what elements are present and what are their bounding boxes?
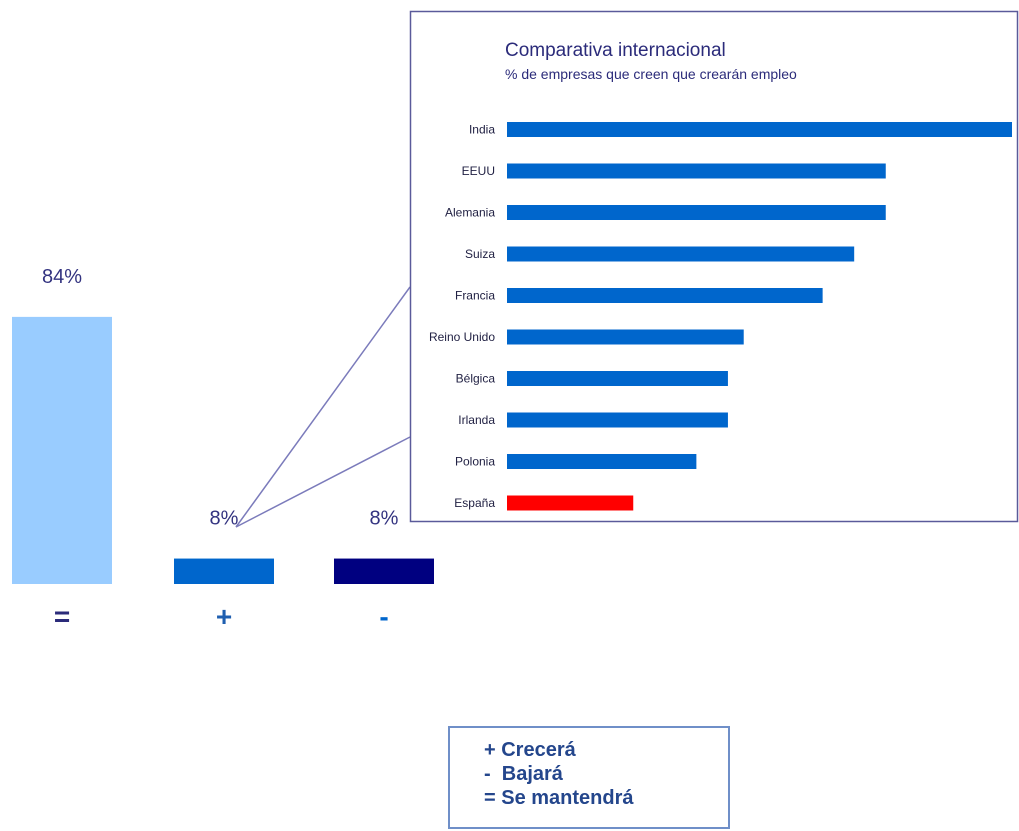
bar-espana <box>507 495 634 511</box>
category-label-equal: = <box>54 601 70 632</box>
bar-eeuu <box>507 163 886 179</box>
main-bars: 84% = 8% +8% - <box>12 266 434 632</box>
legend-item-crecera: + Crecerá <box>484 739 576 761</box>
country-label-suiza: Suiza <box>465 247 495 261</box>
country-label-reino-unido: Reino Unido <box>429 330 495 344</box>
value-label-plus: 8% <box>210 508 239 530</box>
inset-frame <box>409 10 1019 523</box>
country-label-belgica: Bélgica <box>456 372 496 386</box>
bar-suiza <box>507 246 855 262</box>
bar-polonia <box>507 454 697 469</box>
callout-connector <box>235 286 411 528</box>
category-label-minus: - <box>379 601 388 632</box>
category-label-plus: + <box>216 601 232 632</box>
bar-plus <box>174 558 274 584</box>
value-label-minus: 8% <box>370 508 399 530</box>
callout-line-lower <box>235 436 411 528</box>
bar-alemania <box>507 205 886 220</box>
bar-india <box>507 122 1012 137</box>
country-label-eeuu: EEUU <box>462 164 495 178</box>
inset-chart: Comparativa internacional % de empresas … <box>409 10 1019 523</box>
country-label-polonia: Polonia <box>455 455 495 469</box>
inset-subtitle: % de empresas que creen que crearán empl… <box>505 66 797 82</box>
inset-bars: India EEUU Alemania Suiza Francia Reino Unido… <box>429 122 1012 511</box>
country-label-espana: España <box>454 496 495 510</box>
callout-line-upper <box>235 286 411 528</box>
country-label-francia: Francia <box>455 289 495 303</box>
bar-francia <box>507 288 823 303</box>
bar-minus <box>334 558 434 584</box>
inset-title: Comparativa internacional <box>505 40 726 61</box>
bar-belgica <box>507 371 728 386</box>
legend-item-bajara: - Bajará <box>484 763 563 785</box>
country-label-alemania: Alemania <box>445 206 495 220</box>
bar-reino-unido <box>507 329 744 345</box>
country-label-india: India <box>469 123 495 137</box>
legend: + Crecerá - Bajará = Se mantendrá <box>448 726 730 829</box>
legend-item-se-mantendra: = Se mantendrá <box>484 787 634 809</box>
country-label-irlanda: Irlanda <box>458 413 495 427</box>
bar-irlanda <box>507 412 728 428</box>
value-label-equal: 84% <box>42 266 82 288</box>
bar-equal <box>12 316 112 584</box>
